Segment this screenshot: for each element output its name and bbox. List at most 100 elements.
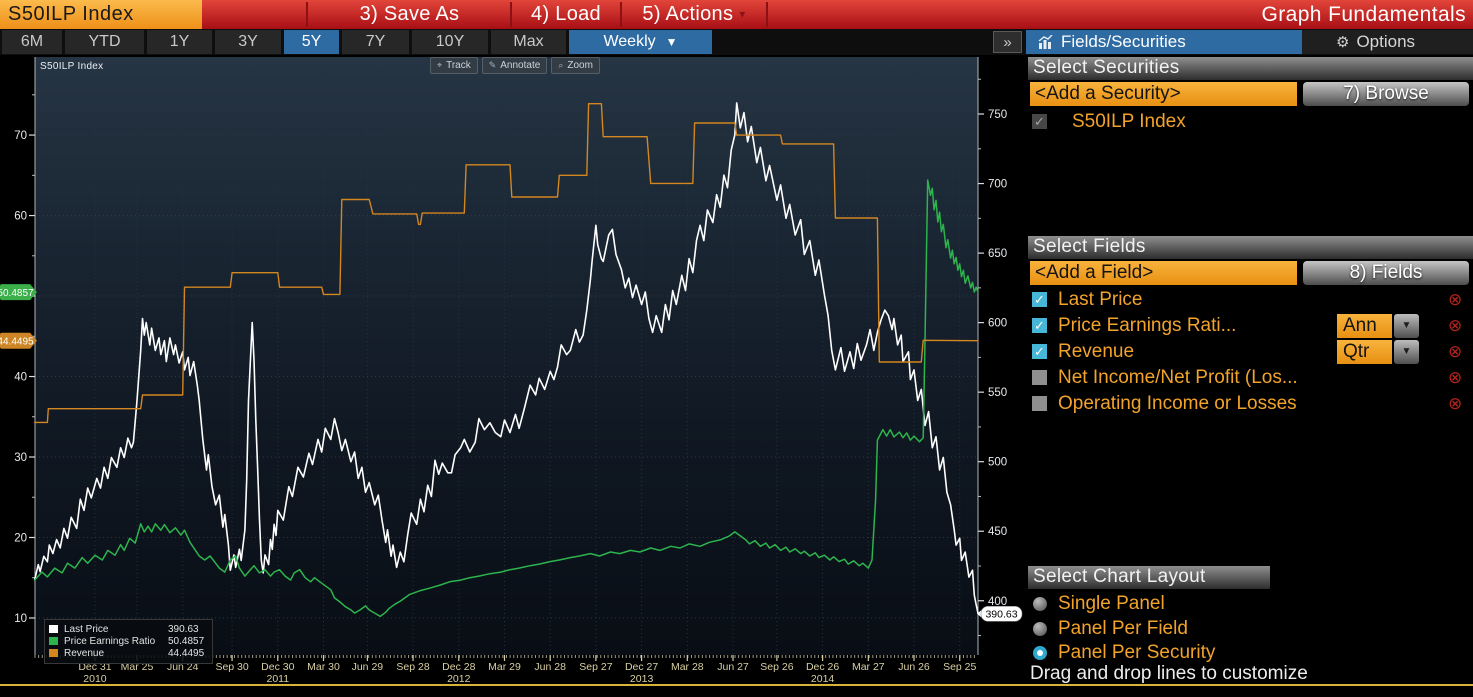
expand-panel-button[interactable]: » — [993, 31, 1022, 53]
x-axis-tick-label: Sep 30 — [215, 661, 248, 673]
security-label[interactable]: S50ILP Index — [1072, 111, 1186, 132]
left-axis-tick-label: 20 — [14, 532, 27, 544]
radio-single-panel[interactable] — [1033, 597, 1047, 611]
save-as-button[interactable]: 3) Save As — [312, 0, 507, 29]
actions-button[interactable]: 5) Actions ▾ — [624, 0, 764, 29]
legend-row-pe-ratio: Price Earnings Ratio 50.4857 — [49, 635, 204, 647]
track-button[interactable]: ⌖ Track — [430, 57, 478, 74]
remove-field-icon[interactable]: ⊗ — [1448, 342, 1463, 361]
right-axis-tick-label: 650 — [988, 248, 1007, 260]
add-security-input[interactable]: <Add a Security> — [1030, 82, 1297, 106]
x-axis-year-label: 2011 — [266, 673, 289, 685]
field-checkbox[interactable] — [1032, 370, 1047, 385]
chart-legend: Last Price 390.63 Price Earnings Ratio 5… — [44, 619, 214, 664]
period-toolbar: 6M YTD 1Y 3Y 5Y 7Y 10Y Max Weekly ▼ » Fi… — [0, 29, 1473, 55]
browse-button[interactable]: 7) Browse — [1303, 82, 1469, 106]
x-axis-tick-label: Sep 26 — [760, 661, 793, 673]
field-checkbox[interactable]: ✓ — [1032, 318, 1047, 333]
x-axis-tick-label: Mar 25 — [121, 661, 154, 673]
x-axis-tick-label: Jun 24 — [167, 661, 199, 673]
axis-badge — [0, 332, 31, 349]
remove-field-icon[interactable]: ⊗ — [1448, 368, 1463, 387]
chevron-down-icon: ▾ — [739, 7, 746, 21]
tab-7y[interactable]: 7Y — [342, 30, 409, 54]
price-chart[interactable]: 10203040506070400450500550600650700750De… — [0, 55, 1028, 697]
pencil-icon: ✎ — [488, 60, 497, 70]
legend-label: Revenue — [64, 647, 105, 659]
zoom-button[interactable]: ⌕ Zoom — [551, 57, 600, 74]
x-axis-year-label: 2012 — [447, 673, 471, 685]
tab-ytd[interactable]: YTD — [65, 30, 144, 54]
legend-row-last-price: Last Price 390.63 — [49, 623, 204, 635]
tab-3y[interactable]: 3Y — [215, 30, 281, 54]
period-select[interactable]: Qtr — [1337, 340, 1392, 364]
radio-label[interactable]: Single Panel — [1058, 593, 1165, 614]
radio-panel-per-field[interactable] — [1033, 622, 1047, 636]
x-axis-tick-label: Dec 28 — [442, 661, 475, 673]
chevron-down-icon[interactable]: ▼ — [1394, 340, 1419, 364]
field-label[interactable]: Net Income/Net Profit (Los... — [1058, 367, 1298, 388]
chart-instrument-label: S50ILP Index — [40, 61, 104, 72]
legend-row-revenue: Revenue 44.4495 — [49, 647, 204, 659]
field-label[interactable]: Operating Income or Losses — [1058, 393, 1297, 414]
left-axis-tick-label: 10 — [14, 613, 27, 625]
security-checkbox[interactable]: ✓ — [1032, 114, 1047, 129]
options-label: Options — [1356, 32, 1416, 51]
tab-fields-securities[interactable]: Fields/Securities — [1026, 30, 1302, 54]
tab-10y[interactable]: 10Y — [412, 30, 488, 54]
right-axis-tick-label: 500 — [988, 457, 1007, 469]
x-axis-tick-label: Sep 27 — [579, 661, 612, 673]
add-field-input[interactable]: <Add a Field> — [1030, 261, 1297, 285]
security-row: ✓ S50ILP Index — [1030, 110, 1470, 134]
chevron-down-icon[interactable]: ▼ — [1394, 314, 1419, 338]
radio-label[interactable]: Panel Per Field — [1058, 618, 1188, 639]
left-axis-tick-label: 70 — [14, 130, 27, 142]
tab-1y[interactable]: 1Y — [147, 30, 212, 54]
x-axis-tick-label: Mar 28 — [671, 661, 704, 673]
x-axis-tick-label: Dec 27 — [625, 661, 658, 673]
field-checkbox[interactable] — [1032, 396, 1047, 411]
field-checkbox[interactable]: ✓ — [1032, 292, 1047, 307]
last-price-badge — [980, 605, 1023, 622]
periodicity-dropdown[interactable]: Weekly ▼ — [569, 30, 712, 54]
x-axis-tick-label: Dec 30 — [261, 661, 294, 673]
field-label[interactable]: Last Price — [1058, 289, 1143, 310]
security-ticker-input[interactable]: S50ILP Index — [0, 0, 202, 29]
right-axis-tick-label: 400 — [988, 596, 1007, 608]
left-axis-tick-label: 60 — [14, 211, 27, 223]
remove-field-icon[interactable]: ⊗ — [1448, 394, 1463, 413]
field-row-revenue: ✓ Revenue Qtr ▼ ⊗ — [1030, 340, 1470, 364]
radio-label[interactable]: Panel Per Security — [1058, 642, 1216, 663]
layout-option-panel-per-field: Panel Per Field — [1030, 617, 1470, 641]
x-axis-year-label: 2010 — [83, 673, 107, 685]
select-securities-header: Select Securities — [1028, 57, 1473, 80]
field-label[interactable]: Revenue — [1058, 341, 1135, 362]
series-price-earnings-ratio — [33, 179, 979, 618]
series-revenue — [33, 102, 979, 424]
period-select[interactable]: Ann — [1337, 314, 1392, 338]
tab-max[interactable]: Max — [491, 30, 566, 54]
x-axis-tick-label: Mar 30 — [307, 661, 340, 673]
axis-badge — [0, 284, 31, 301]
drag-drop-hint: Drag and drop lines to customize — [1030, 663, 1308, 684]
tab-6m[interactable]: 6M — [2, 30, 62, 54]
field-checkbox[interactable]: ✓ — [1032, 344, 1047, 359]
legend-value: 44.4495 — [168, 647, 205, 659]
load-button[interactable]: 4) Load — [514, 0, 618, 29]
actions-label: 5) Actions — [642, 3, 734, 25]
axis-badge-pointer — [30, 284, 37, 301]
track-label: Track — [446, 60, 471, 71]
fields-button[interactable]: 8) Fields — [1303, 261, 1469, 285]
remove-field-icon[interactable]: ⊗ — [1448, 290, 1463, 309]
field-row-operating-income: Operating Income or Losses ⊗ — [1030, 392, 1470, 416]
annotate-button[interactable]: ✎ Annotate — [481, 57, 548, 74]
radio-panel-per-security[interactable] — [1033, 646, 1047, 660]
tab-5y[interactable]: 5Y — [284, 30, 339, 54]
legend-value: 390.63 — [168, 623, 199, 635]
field-label[interactable]: Price Earnings Rati... — [1058, 315, 1237, 336]
remove-field-icon[interactable]: ⊗ — [1448, 316, 1463, 335]
annotate-label: Annotate — [500, 60, 541, 71]
select-chart-layout-header: Select Chart Layout — [1028, 566, 1270, 589]
x-axis-tick-label: Jun 28 — [534, 661, 566, 673]
tab-options[interactable]: ⚙ Options — [1302, 30, 1473, 54]
